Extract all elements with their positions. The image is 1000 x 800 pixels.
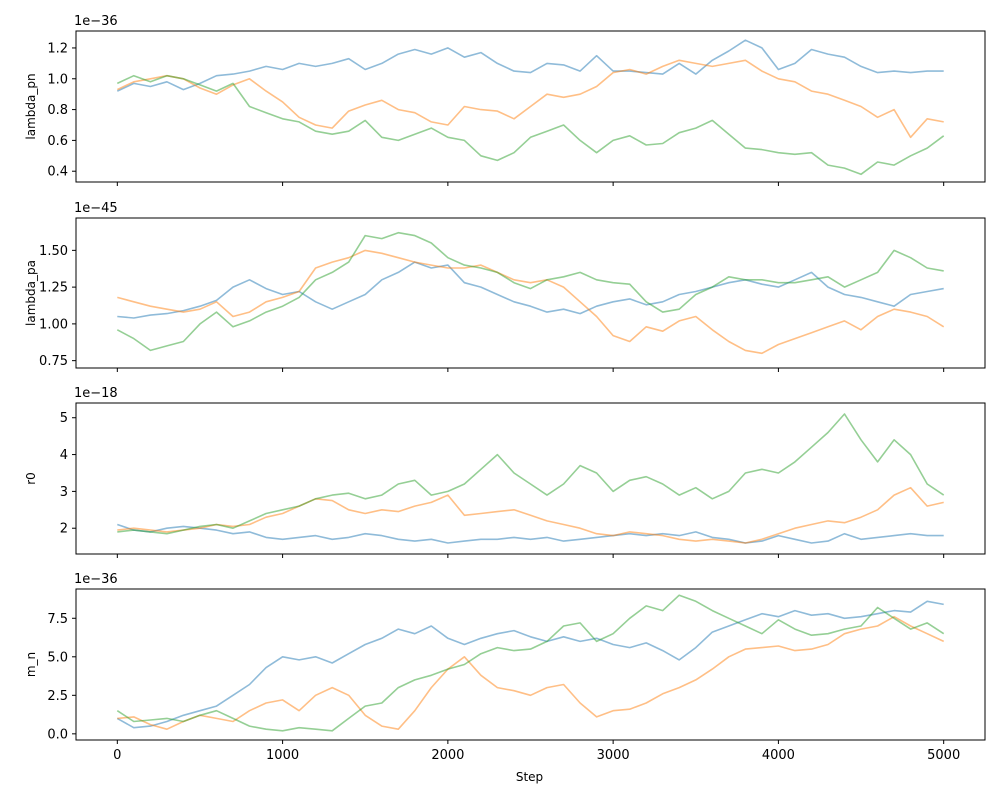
y-tick-label: 0.6 [47,134,68,149]
axes-frame [75,402,986,555]
y-tick-label: 0.8 [47,103,68,118]
offset-text: 1e−45 [74,201,118,216]
offset-text: 1e−36 [74,14,118,29]
x-tick-label: 1000 [266,748,299,763]
y-tick-label: 2.5 [47,689,68,704]
series-line-3 [116,74,945,176]
axes-frame [75,217,986,369]
series-line-2 [117,615,945,730]
series-group [117,413,945,544]
series-line-2 [117,249,945,355]
series-line-2 [117,486,944,544]
y-tick-label: 2 [60,522,68,537]
offset-text: 1e−18 [74,386,118,401]
panel-2: 0.75 1.00 1.25 1.50 1e−45 lambda_pa [24,201,986,372]
offset-text: 1e−36 [74,572,118,587]
panel-3: 2 3 4 5 1e−18 r0 [24,386,986,558]
series-line-1 [116,600,944,729]
x-tick-label: 2000 [431,748,464,763]
series-group [116,594,945,732]
y-tick-label: 0.75 [39,354,68,369]
x-tick-label: 5000 [927,748,960,763]
y-tick-label: 1.00 [39,317,68,332]
series-line-1 [117,261,944,319]
x-tick-label: 3000 [597,748,630,763]
y-tick-label: 7.5 [47,612,68,627]
axes-frame [75,588,986,741]
y-axis-label: lambda_pn [24,73,38,139]
panel-1: 0.4 0.6 0.8 1.0 1.2 1e−36 lambda_pn [24,14,986,186]
y-axis-label: m_n [24,652,38,677]
x-tick-label: 0 [113,748,121,763]
y-tick-label: 0.4 [47,165,68,180]
y-tick-label: 5 [60,411,68,426]
y-axis-label: r0 [24,472,38,485]
y-tick-label: 0.0 [47,727,68,742]
axes-frame [75,30,986,183]
y-tick-label: 1.50 [39,244,68,259]
series-line-1 [116,39,944,92]
series-line-3 [117,413,945,535]
y-tick-label: 1.0 [47,72,68,87]
y-tick-label: 5.0 [47,650,68,665]
x-tick-label: 4000 [762,748,795,763]
x-axis-label: Step [516,770,543,784]
series-line-3 [116,594,945,732]
y-axis-label: lambda_pa [24,260,38,326]
series-group [116,231,945,355]
y-tick-label: 3 [60,485,68,500]
series-line-3 [116,231,944,352]
y-tick-label: 1.2 [47,41,68,56]
series-line-1 [117,523,944,544]
y-tick-label: 1.25 [39,281,68,296]
series-line-2 [116,59,944,139]
y-tick-label: 4 [60,448,68,463]
series-group [116,39,945,176]
panel-4: 0.0 2.5 5.0 7.5 0 1000 2000 3000 4000 5000 1e−36 m_… [24,572,986,784]
